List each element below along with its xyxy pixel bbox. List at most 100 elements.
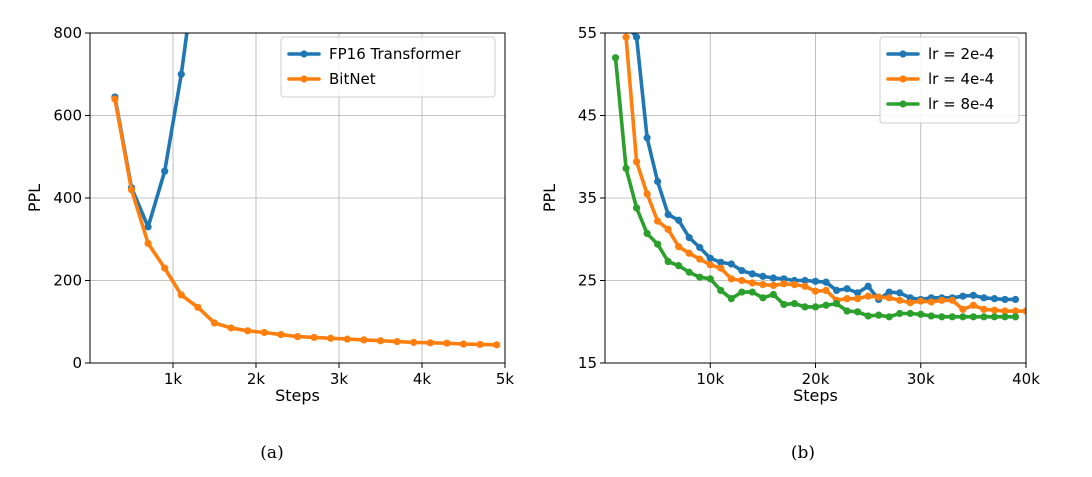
data-point: [780, 275, 788, 283]
data-point: [948, 296, 956, 304]
data-point: [990, 306, 999, 314]
data-point: [727, 295, 735, 303]
x-tick-label: 2k: [247, 370, 266, 388]
y-tick-label: 45: [578, 107, 597, 125]
series-line: [113, 33, 189, 229]
data-point: [811, 277, 820, 285]
data-point: [854, 289, 862, 297]
data-point: [727, 260, 735, 268]
legend-swatch-marker: [899, 50, 907, 58]
data-point: [493, 341, 501, 349]
data-point: [144, 223, 152, 231]
data-point: [959, 305, 967, 313]
data-point: [896, 296, 904, 304]
x-tick-label: 40k: [1012, 370, 1040, 388]
data-point: [906, 309, 914, 318]
legend-label: lr = 8e-4: [928, 95, 994, 113]
legend-label: lr = 2e-4: [928, 45, 994, 63]
data-point: [832, 286, 841, 294]
data-point: [769, 290, 778, 299]
data-point: [969, 301, 977, 309]
legend-swatch-marker: [300, 50, 308, 58]
data-point: [748, 288, 756, 296]
data-point: [938, 313, 946, 321]
data-point: [685, 268, 693, 276]
data-point: [717, 264, 725, 272]
data-point: [790, 281, 799, 289]
data-point: [210, 319, 219, 327]
data-point: [854, 295, 862, 303]
data-point: [161, 264, 169, 272]
panel-a: (a) 1k 2k 3k 4k 5k 0 200 400 600 800 Steps PPL FP16 …: [25, 24, 514, 463]
data-point: [748, 270, 756, 278]
caption-b: (b): [791, 443, 815, 463]
y-axis-label: PPL: [25, 184, 44, 212]
data-point: [310, 333, 318, 342]
data-point: [811, 303, 820, 311]
data-point: [896, 309, 904, 318]
data-point: [664, 225, 672, 233]
data-point: [959, 292, 967, 300]
data-point: [885, 294, 893, 302]
y-tick-label: 25: [578, 272, 597, 290]
panel-b: (b) 10k 20k 30k 40k 15 25 35 45 55 Steps PPL lr = 2…: [540, 24, 1040, 463]
data-point: [738, 267, 746, 275]
data-point: [727, 275, 735, 283]
y-tick-label: 15: [578, 354, 597, 372]
data-point: [611, 54, 620, 62]
data-point: [927, 312, 935, 320]
x-axis-label: Steps: [793, 386, 838, 405]
data-point: [948, 313, 956, 321]
x-tick-label: 30k: [907, 370, 935, 388]
data-point: [654, 217, 662, 225]
data-point: [622, 33, 630, 41]
data-point: [875, 311, 883, 319]
data-point: [927, 298, 935, 306]
data-point: [917, 297, 925, 305]
data-point: [177, 70, 185, 78]
data-point: [896, 289, 904, 297]
data-point: [938, 296, 946, 304]
legend-swatch-marker: [300, 75, 308, 83]
y-tick-label: 800: [53, 24, 82, 42]
data-point: [706, 254, 714, 262]
data-point: [1001, 295, 1009, 304]
data-point: [227, 324, 235, 332]
series-group: [111, 33, 501, 349]
data-point: [864, 292, 872, 300]
data-point: [632, 158, 641, 166]
y-tick-label: 200: [53, 272, 82, 290]
data-point: [980, 305, 988, 313]
x-tick-label: 20k: [802, 370, 830, 388]
legend: lr = 2e-4 lr = 4e-4 lr = 8e-4: [879, 36, 1020, 124]
data-point: [327, 334, 335, 342]
data-point: [801, 303, 809, 311]
data-point: [459, 340, 468, 348]
data-point: [980, 294, 988, 302]
data-point: [959, 313, 967, 321]
data-point: [664, 257, 672, 266]
data-point: [738, 276, 746, 285]
data-point: [696, 255, 704, 263]
legend-box: [879, 36, 1020, 124]
data-point: [685, 249, 693, 257]
x-axis-label: Steps: [275, 386, 320, 405]
data-point: [801, 282, 809, 290]
data-point: [864, 282, 872, 290]
legend-label: FP16 Transformer: [329, 45, 461, 63]
x-tick-label: 1k: [164, 370, 183, 388]
data-point: [293, 333, 302, 341]
data-point: [393, 337, 401, 346]
data-point: [696, 243, 704, 252]
data-point: [969, 313, 977, 321]
x-tick-label: 4k: [413, 370, 432, 388]
x-tick-label: 10k: [696, 370, 724, 388]
y-tick-label: 55: [578, 24, 597, 42]
data-point: [675, 243, 683, 251]
data-point: [1001, 307, 1009, 315]
y-tick-label: 0: [72, 354, 82, 372]
data-point: [801, 276, 809, 285]
data-point: [885, 313, 893, 321]
data-point: [790, 300, 799, 308]
data-point: [643, 190, 651, 198]
